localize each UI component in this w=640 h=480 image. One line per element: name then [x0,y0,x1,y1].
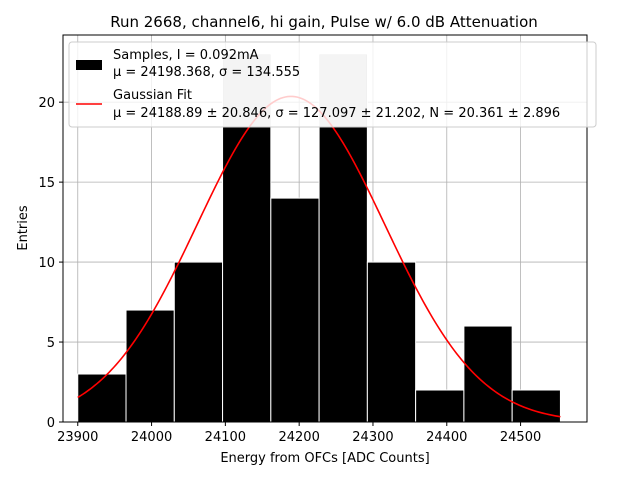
y-axis-label: Entries [16,205,31,251]
x-tick-label: 24200 [278,430,319,445]
y-tick-label: 5 [47,336,55,351]
histogram-bar [463,325,513,423]
histogram-bar [366,261,417,423]
legend-histogram-label: Samples, I = 0.092mA [113,48,259,63]
histogram-bar [77,373,127,423]
x-tick-label: 24100 [205,430,246,445]
x-tick-label: 24300 [352,430,393,445]
legend-fit-label: Gaussian Fit [113,88,192,103]
legend: Samples, I = 0.092mA μ = 24198.368, σ = … [68,41,597,128]
legend-box [68,41,597,128]
histogram-bar [125,309,175,423]
x-tick-label: 24400 [426,430,467,445]
x-tick-label: 23900 [57,430,98,445]
x-axis-label: Energy from OFCs [ADC Counts] [220,451,429,466]
y-tick-label: 10 [38,256,55,271]
histogram-bar [173,261,224,423]
chart-title: Run 2668, channel6, hi gain, Pulse w/ 6.… [110,13,538,31]
legend-histogram-swatch [76,60,102,70]
y-axis-ticks: 0 5 10 15 20 [38,96,63,431]
legend-histogram-stats: μ = 24198.368, σ = 134.555 [113,65,300,80]
y-tick-label: 15 [38,176,55,191]
x-axis-ticks: 23900 24000 24100 24200 24300 24400 24500 [57,422,541,445]
plot-frame [62,34,588,423]
y-tick-label: 20 [38,96,55,111]
x-tick-label: 24500 [500,430,541,445]
histogram-bar [415,389,465,423]
y-tick-label: 0 [47,416,55,431]
legend-fit-stats: μ = 24188.89 ± 20.846, σ = 127.097 ± 21.… [113,106,560,121]
x-tick-label: 24000 [131,430,172,445]
histogram-bar [270,197,320,423]
